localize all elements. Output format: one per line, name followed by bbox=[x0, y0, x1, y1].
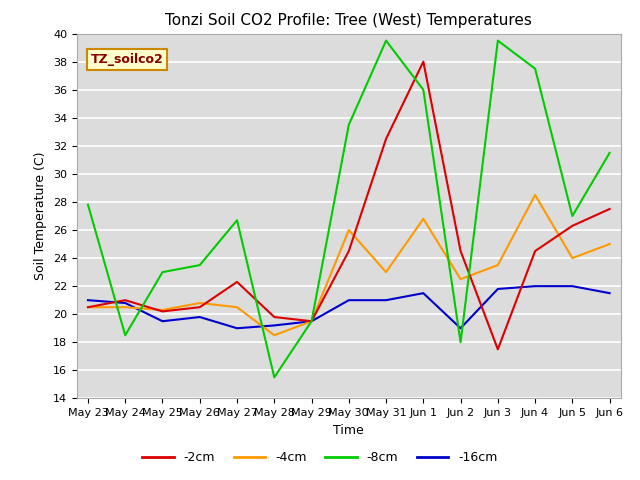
-8cm bbox=[345, 122, 353, 128]
-16cm bbox=[271, 323, 278, 328]
-2cm bbox=[606, 206, 614, 212]
-8cm bbox=[382, 38, 390, 44]
-2cm bbox=[382, 136, 390, 142]
-16cm bbox=[159, 318, 166, 324]
-16cm bbox=[345, 297, 353, 303]
-4cm bbox=[233, 304, 241, 310]
-4cm bbox=[84, 304, 92, 310]
-16cm bbox=[233, 325, 241, 331]
-2cm bbox=[271, 314, 278, 320]
-4cm bbox=[271, 332, 278, 338]
-8cm bbox=[84, 202, 92, 208]
-2cm bbox=[457, 248, 465, 254]
-16cm bbox=[196, 314, 204, 320]
-8cm bbox=[568, 213, 576, 219]
Legend: -2cm, -4cm, -8cm, -16cm: -2cm, -4cm, -8cm, -16cm bbox=[138, 446, 502, 469]
-8cm bbox=[457, 339, 465, 345]
-16cm bbox=[419, 290, 427, 296]
-8cm bbox=[122, 332, 129, 338]
-16cm bbox=[308, 318, 316, 324]
-8cm bbox=[419, 87, 427, 93]
-16cm bbox=[84, 297, 92, 303]
-8cm bbox=[233, 217, 241, 223]
-2cm bbox=[568, 223, 576, 228]
-2cm bbox=[196, 304, 204, 310]
-4cm bbox=[606, 241, 614, 247]
X-axis label: Time: Time bbox=[333, 424, 364, 437]
Line: -8cm: -8cm bbox=[88, 41, 610, 377]
-2cm bbox=[419, 59, 427, 64]
Line: -16cm: -16cm bbox=[88, 286, 610, 328]
Y-axis label: Soil Temperature (C): Soil Temperature (C) bbox=[35, 152, 47, 280]
-8cm bbox=[271, 374, 278, 380]
-16cm bbox=[606, 290, 614, 296]
-2cm bbox=[233, 279, 241, 285]
-2cm bbox=[494, 347, 502, 352]
-4cm bbox=[122, 304, 129, 310]
-2cm bbox=[308, 318, 316, 324]
-2cm bbox=[84, 304, 92, 310]
-2cm bbox=[159, 309, 166, 314]
-16cm bbox=[122, 300, 129, 306]
-4cm bbox=[196, 300, 204, 306]
-4cm bbox=[419, 216, 427, 222]
-2cm bbox=[531, 248, 539, 254]
-8cm bbox=[159, 269, 166, 275]
-16cm bbox=[457, 325, 465, 331]
-8cm bbox=[531, 66, 539, 72]
-8cm bbox=[196, 262, 204, 268]
-2cm bbox=[345, 248, 353, 254]
-4cm bbox=[382, 269, 390, 275]
Title: Tonzi Soil CO2 Profile: Tree (West) Temperatures: Tonzi Soil CO2 Profile: Tree (West) Temp… bbox=[165, 13, 532, 28]
-4cm bbox=[568, 255, 576, 261]
-16cm bbox=[382, 297, 390, 303]
-16cm bbox=[494, 286, 502, 292]
-16cm bbox=[568, 283, 576, 289]
-2cm bbox=[122, 297, 129, 303]
-4cm bbox=[457, 276, 465, 282]
Line: -4cm: -4cm bbox=[88, 195, 610, 335]
-4cm bbox=[345, 227, 353, 233]
-16cm bbox=[531, 283, 539, 289]
-4cm bbox=[308, 318, 316, 324]
-8cm bbox=[308, 318, 316, 324]
-4cm bbox=[159, 307, 166, 313]
-8cm bbox=[494, 38, 502, 44]
-8cm bbox=[606, 150, 614, 156]
-4cm bbox=[494, 262, 502, 268]
Line: -2cm: -2cm bbox=[88, 61, 610, 349]
Text: TZ_soilco2: TZ_soilco2 bbox=[90, 53, 163, 66]
-4cm bbox=[531, 192, 539, 198]
